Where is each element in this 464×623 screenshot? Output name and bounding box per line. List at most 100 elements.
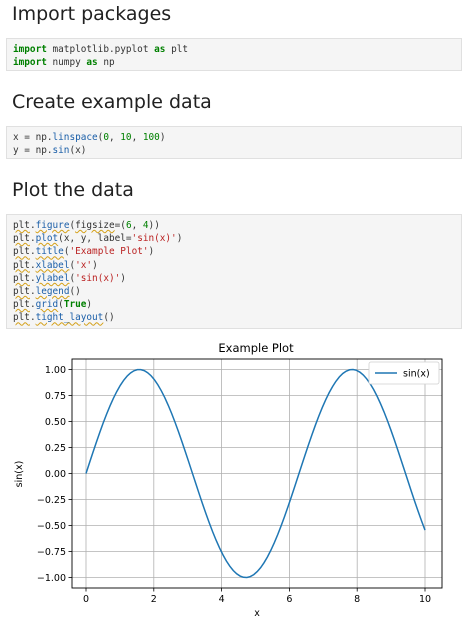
- code-token: .: [29, 259, 36, 271]
- code-token: tight_layout: [35, 312, 104, 324]
- code-token: ): [148, 246, 155, 258]
- code-token: plt: [165, 44, 188, 55]
- code-token: ylabel: [35, 272, 70, 284]
- code-token: x = np.: [13, 132, 53, 143]
- code-token: (): [103, 312, 115, 324]
- code-token: (: [69, 259, 76, 271]
- code-token: figsize: [75, 220, 115, 231]
- code-token: 'sin(x)': [75, 272, 121, 284]
- code-token: linspace: [52, 132, 98, 143]
- y-tick-label: 0.50: [45, 417, 66, 428]
- code-token: (x, y, label=: [58, 233, 132, 245]
- code-token: import: [13, 57, 47, 69]
- x-tick-label: 0: [83, 594, 89, 605]
- code-token: (: [97, 132, 104, 143]
- code-token: ,: [131, 132, 143, 143]
- code-token: plt: [13, 299, 30, 311]
- code-cell-imports[interactable]: import matplotlib.pyplot as plt import nu…: [6, 38, 462, 71]
- code-cell-plot[interactable]: plt.figure(figsize=(6, 4)) plt.plot(x, y,…: [6, 214, 462, 329]
- code-token: plt: [13, 272, 30, 284]
- y-tick-label: −0.50: [37, 521, 66, 532]
- code-token: title: [35, 246, 64, 258]
- x-tick-label: 4: [219, 594, 225, 605]
- code-line: import numpy as np: [13, 56, 455, 69]
- code-token: plt: [13, 220, 30, 231]
- legend-box: [368, 361, 440, 385]
- y-tick-label: 1.00: [45, 365, 66, 376]
- x-tick-label: 2: [151, 594, 157, 605]
- code-token: figure: [35, 220, 70, 231]
- x-tick-label: 10: [419, 594, 431, 605]
- code-token: .: [29, 220, 36, 231]
- code-token: 'sin(x)': [131, 233, 177, 245]
- code-token: =(: [114, 220, 126, 231]
- code-cell-data[interactable]: x = np.linspace(0, 10, 100) y = np.sin(x): [6, 126, 462, 159]
- x-tick-label: 6: [286, 594, 292, 605]
- code-token: as: [154, 44, 166, 55]
- code-token: 10: [120, 132, 132, 143]
- code-token: ): [92, 259, 98, 271]
- code-token: plt: [13, 259, 30, 271]
- code-token: 100: [142, 132, 160, 143]
- code-token: legend: [35, 285, 70, 297]
- code-token: True: [63, 299, 87, 311]
- y-axis-label: sin(x): [14, 461, 25, 488]
- code-token: .: [29, 299, 36, 311]
- code-line: plt.ylabel('sin(x)'): [13, 272, 455, 285]
- code-line: plt.figure(figsize=(6, 4)): [13, 219, 455, 232]
- legend: sin(x): [368, 361, 440, 385]
- code-token: 4: [142, 220, 149, 231]
- code-line: plt.plot(x, y, label='sin(x)'): [13, 232, 455, 245]
- code-line: plt.title('Example Plot'): [13, 245, 455, 258]
- code-token: plt: [13, 246, 30, 258]
- code-token: )): [148, 220, 160, 231]
- y-tick-label: −0.75: [37, 547, 66, 558]
- code-token: (x): [69, 145, 87, 157]
- heading-import-packages: Import packages: [12, 3, 172, 25]
- code-token: 'Example Plot': [69, 246, 149, 258]
- code-line: x = np.linspace(0, 10, 100): [13, 131, 455, 144]
- code-token: .: [29, 246, 36, 258]
- tick-layer: 0 2 4 6 8 10 −1.00 −0.75 −0.50 −0.25 0.00 0.25 0.50 0…: [37, 365, 431, 605]
- code-token: 'x': [75, 259, 93, 271]
- code-token: sin: [52, 145, 70, 157]
- chart-figure: Example Plot 0 2 4 6 8 10 −1.00 −0.75 −0.50 −0.25…: [14, 341, 443, 619]
- code-token: plt: [13, 312, 30, 324]
- code-token: (: [58, 299, 64, 311]
- code-token: ): [86, 299, 93, 311]
- code-token: 6: [125, 220, 132, 231]
- code-token: y = np.: [13, 145, 53, 157]
- code-token: ,: [131, 220, 143, 231]
- x-axis-label: x: [254, 608, 260, 619]
- y-tick-label: −1.00: [37, 573, 66, 584]
- code-token: plt: [13, 285, 30, 297]
- series-layer: [85, 368, 426, 579]
- series-line-sin-x: [85, 368, 426, 579]
- code-token: (: [69, 220, 76, 231]
- legend-entry-sin-x: sin(x): [403, 369, 430, 380]
- code-token: .: [29, 233, 36, 245]
- code-token: plt: [13, 233, 30, 245]
- code-token: (): [69, 285, 81, 297]
- code-token: matplotlib.pyplot: [46, 44, 155, 55]
- code-token: ): [120, 272, 126, 284]
- code-line: plt.grid(True): [13, 298, 455, 311]
- x-tick-label: 8: [354, 594, 360, 605]
- code-line: import matplotlib.pyplot as plt: [13, 43, 455, 56]
- code-line: plt.legend(): [13, 285, 455, 298]
- code-token: as: [86, 57, 98, 69]
- code-token: import: [13, 44, 47, 55]
- code-token: ,: [108, 132, 121, 143]
- code-token: 0: [103, 132, 109, 143]
- code-token: .: [29, 312, 36, 324]
- code-token: xlabel: [35, 259, 70, 271]
- code-token: ): [159, 132, 166, 143]
- chart-title: Example Plot: [218, 341, 294, 355]
- code-line: plt.tight_layout(): [13, 311, 455, 324]
- code-token: numpy: [46, 57, 87, 69]
- grid-lines: [72, 359, 442, 588]
- code-token: (: [69, 272, 76, 284]
- y-tick-label: 0.00: [45, 469, 66, 480]
- heading-create-example-data: Create example data: [12, 91, 212, 113]
- y-tick-label: 0.25: [45, 443, 66, 454]
